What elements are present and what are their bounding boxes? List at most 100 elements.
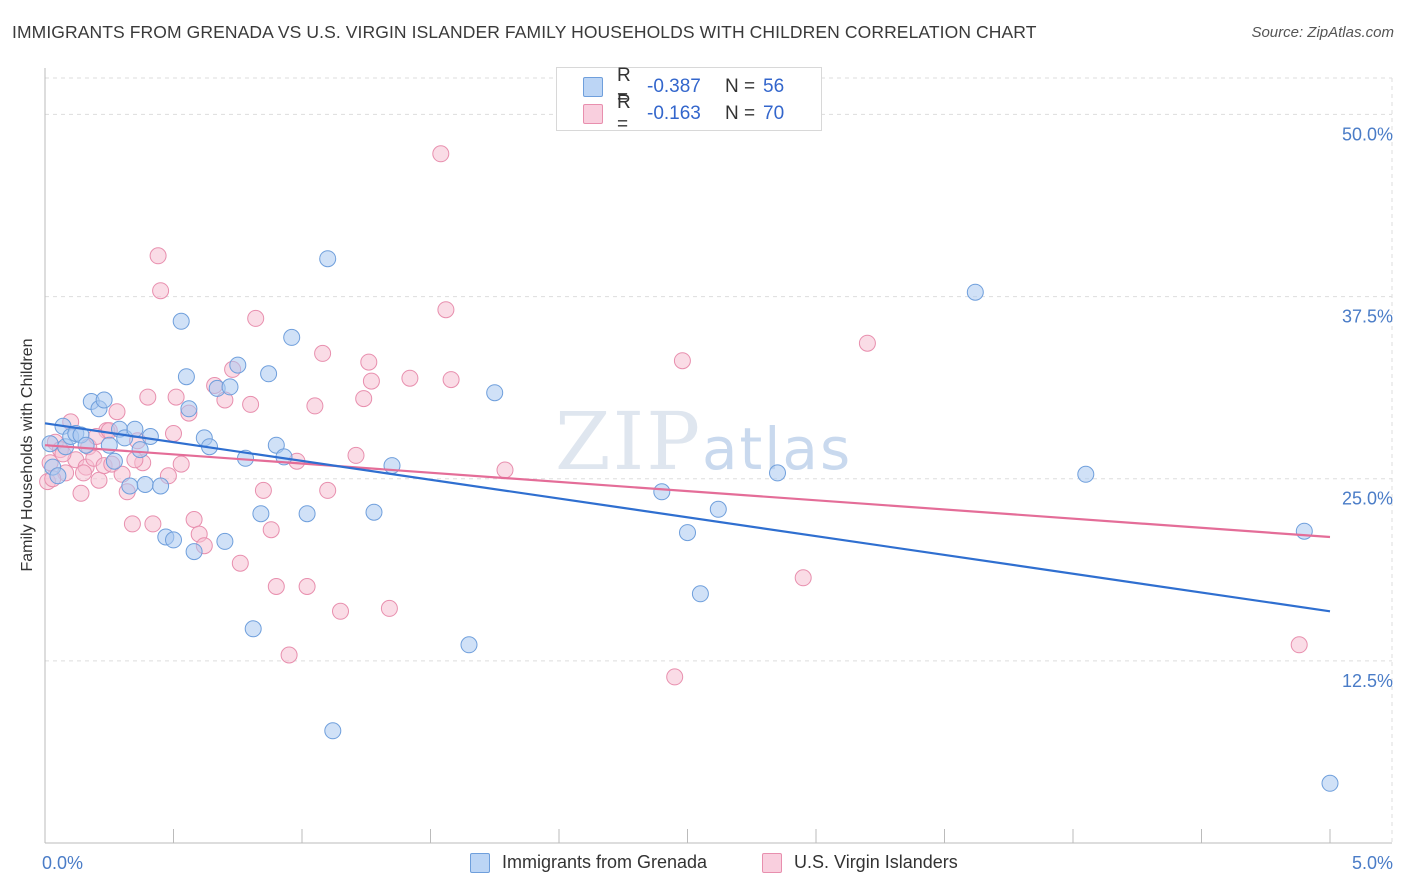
legend-n-value: 70 xyxy=(763,103,785,124)
data-point xyxy=(123,515,141,533)
trend-lines xyxy=(44,422,1331,613)
bottom-legend-label: Immigrants from Grenada xyxy=(502,852,708,872)
data-point xyxy=(180,400,198,418)
data-point xyxy=(165,425,182,442)
data-point xyxy=(673,352,691,370)
legend-n-value: 56 xyxy=(763,76,785,97)
data-point xyxy=(360,353,378,371)
legend-r-value: -0.387 xyxy=(647,76,701,97)
data-point xyxy=(216,532,234,550)
data-point xyxy=(319,481,337,499)
correlation-legend: R = -0.387 N = 56 R = -0.163 N = 70 xyxy=(556,65,822,135)
data-point xyxy=(167,388,185,406)
data-point xyxy=(139,388,157,406)
data-point xyxy=(149,247,167,265)
trend-line-virgin-islanders xyxy=(44,444,1331,539)
data-point xyxy=(653,483,671,501)
data-point xyxy=(1321,774,1339,792)
data-point xyxy=(666,668,684,686)
data-point xyxy=(267,578,285,595)
data-point xyxy=(95,391,113,409)
data-point xyxy=(136,476,154,493)
data-point xyxy=(709,500,727,518)
watermark: ZIPatlas xyxy=(555,395,852,488)
data-point xyxy=(332,602,349,620)
data-point xyxy=(185,543,203,561)
data-point xyxy=(432,145,450,163)
data-point xyxy=(355,390,373,408)
y-tick-label: 12.5% xyxy=(1342,671,1393,691)
source-label: Source: ZipAtlas.com xyxy=(1251,24,1394,41)
legend-row-virgin-islanders: R = -0.163 N = 70 xyxy=(583,92,785,135)
data-point xyxy=(496,461,514,479)
series-virgin-islanders-points xyxy=(39,145,1308,686)
data-point xyxy=(105,452,123,470)
y-tick-label: 37.5% xyxy=(1342,307,1393,327)
data-point xyxy=(966,283,984,301)
bottom-legend-swatch-blue xyxy=(470,852,490,873)
data-point xyxy=(362,372,380,390)
data-point xyxy=(314,344,332,362)
data-point xyxy=(172,455,190,473)
data-point xyxy=(691,585,709,603)
data-point xyxy=(177,368,195,386)
data-point xyxy=(185,511,203,528)
legend-n-label: N = xyxy=(725,103,756,124)
data-point xyxy=(244,620,262,638)
tick-labels: 12.5% 25.0% 37.5% 50.0% 0.0% 5.0% xyxy=(42,124,1393,873)
data-point xyxy=(283,328,301,346)
data-point xyxy=(152,477,170,495)
legend-r-label: R = xyxy=(617,65,631,108)
data-point xyxy=(72,484,90,502)
data-point xyxy=(152,282,170,300)
data-point xyxy=(280,646,298,664)
data-point xyxy=(380,599,398,617)
data-point xyxy=(247,309,265,327)
data-point xyxy=(260,365,278,383)
data-point xyxy=(41,435,59,453)
series-grenada-points xyxy=(41,250,1339,792)
data-point xyxy=(365,503,383,521)
data-point xyxy=(794,569,812,587)
data-point xyxy=(1077,465,1095,483)
data-point xyxy=(679,524,696,542)
data-point xyxy=(262,521,280,539)
legend-swatch-blue xyxy=(583,77,603,97)
data-point xyxy=(141,428,159,445)
data-point xyxy=(144,515,162,533)
legend-row-grenada: R = -0.387 N = 56 xyxy=(583,65,785,108)
data-point xyxy=(267,436,285,454)
data-point xyxy=(442,371,460,389)
legend-swatch-pink xyxy=(583,104,603,124)
data-point xyxy=(252,505,270,523)
data-point xyxy=(347,446,365,464)
chart-title: IMMIGRANTS FROM GRENADA VS U.S. VIRGIN I… xyxy=(12,22,1037,42)
data-point xyxy=(229,356,247,374)
y-tick-label: 50.0% xyxy=(1342,124,1393,144)
data-point xyxy=(108,403,126,421)
data-point xyxy=(231,554,249,572)
data-point xyxy=(254,481,272,499)
data-point xyxy=(1295,522,1313,540)
legend-n-label: N = xyxy=(725,76,756,97)
bottom-legend-swatch-pink xyxy=(762,852,782,873)
data-point xyxy=(769,464,786,482)
data-point xyxy=(460,636,478,654)
data-point xyxy=(486,384,504,402)
data-point xyxy=(165,531,182,549)
data-point xyxy=(306,397,324,415)
x-tick-label: 0.0% xyxy=(42,853,83,873)
data-point xyxy=(298,505,316,523)
x-tick-label: 5.0% xyxy=(1352,853,1393,873)
data-point xyxy=(77,436,95,454)
legend-r-value: -0.163 xyxy=(647,103,701,124)
data-point xyxy=(172,312,190,330)
trend-line-grenada xyxy=(44,422,1331,613)
data-point xyxy=(437,301,455,319)
data-point xyxy=(49,467,67,485)
data-point xyxy=(90,471,108,489)
data-point xyxy=(75,464,92,482)
data-point xyxy=(319,250,337,268)
legend-r-label: R = xyxy=(617,92,631,135)
